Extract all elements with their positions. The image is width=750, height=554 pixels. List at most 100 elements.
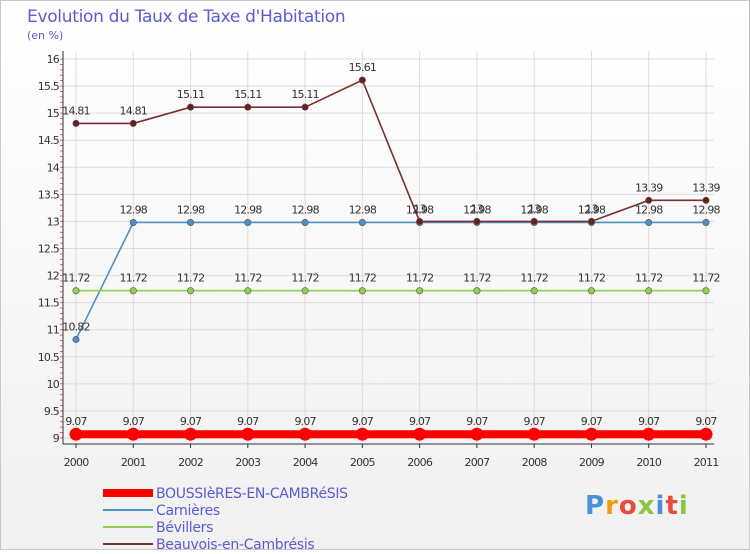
x-tick-label: 2004 [293,456,319,469]
data-label-carni-res: 12.98 [463,204,491,217]
data-point-beauvois-en-cambr-sis [416,217,424,225]
logo-letter: o [618,491,638,521]
data-label-beauvois-en-cambr-sis: 15.11 [291,88,319,101]
data-point-beauvois-en-cambr-sis [473,217,481,225]
data-label-beauvois-en-cambr-sis: 13 [528,202,541,215]
data-label-boussi-res-en-cambr-sis: 9.07 [237,415,259,428]
data-label-beauvois-en-cambr-sis: 13 [471,202,484,215]
x-tick-label: 2008 [522,456,548,469]
data-label-beauvois-en-cambr-sis: 13.39 [692,181,720,194]
x-tick-label: 2010 [636,456,662,469]
data-label-boussi-res-en-cambr-sis: 9.07 [524,415,546,428]
data-point-beauvois-en-cambr-sis [530,217,538,225]
data-point-b-villers [72,287,80,295]
data-label-b-villers: 11.72 [349,272,377,285]
data-point-carni-res [358,219,366,227]
data-point-beauvois-en-cambr-sis [187,103,195,111]
series-line-beauvois-en-cambr-sis [76,79,706,223]
data-point-b-villers [702,287,710,295]
data-point-boussi-res-en-cambr-sis [527,427,541,441]
data-point-carni-res [72,335,80,343]
data-point-beauvois-en-cambr-sis [358,76,366,84]
grid [63,51,714,444]
data-point-beauvois-en-cambr-sis [301,103,309,111]
data-label-b-villers: 11.72 [463,272,491,285]
data-point-carni-res [187,219,195,227]
data-point-boussi-res-en-cambr-sis [584,427,598,441]
data-label-beauvois-en-cambr-sis: 14.81 [120,104,148,117]
data-point-b-villers [473,287,481,295]
data-label-b-villers: 11.72 [635,272,663,285]
series-line-carni-res [75,221,706,340]
data-point-beauvois-en-cambr-sis [72,119,80,127]
y-tick-label: 16 [47,53,60,66]
data-point-boussi-res-en-cambr-sis [470,427,484,441]
legend-swatch [103,489,153,497]
y-tick-label: 10 [47,378,60,391]
legend-label: Carnières [156,503,220,519]
data-point-b-villers [129,287,137,295]
x-tick-label: 2000 [64,456,90,469]
logo-letter: t [665,491,679,521]
y-tick-label: 14 [47,161,60,174]
x-tick-label: 2009 [579,456,605,469]
data-point-beauvois-en-cambr-sis [702,196,710,204]
logo-letter: i [678,491,689,521]
data-point-carni-res [244,219,252,227]
data-labels: 10.82 12.98 12.98 12.98 12.98 12.98 12.98 12.98… [62,61,721,428]
data-label-boussi-res-en-cambr-sis: 9.07 [294,415,316,428]
data-label-carni-res: 12.98 [349,204,377,217]
data-label-carni-res: 12.98 [520,204,548,217]
y-tick-label: 13 [47,215,60,228]
data-label-b-villers: 11.72 [692,272,720,285]
data-label-carni-res: 10.82 [62,320,90,333]
logo-letter: i [655,491,666,521]
data-point-beauvois-en-cambr-sis [587,217,595,225]
legend-swatch [103,509,153,511]
data-point-boussi-res-en-cambr-sis [126,427,140,441]
data-point-carni-res [702,219,710,227]
legend-swatch [103,526,153,528]
data-label-carni-res: 12.98 [692,204,720,217]
data-label-boussi-res-en-cambr-sis: 9.07 [352,415,374,428]
chart-subtitle: (en %) [27,29,64,42]
data-label-carni-res: 12.98 [177,204,205,217]
data-label-carni-res: 12.98 [234,204,262,217]
data-point-b-villers [530,287,538,295]
data-label-beauvois-en-cambr-sis: 15.61 [349,61,377,74]
data-point-b-villers [301,287,309,295]
data-label-b-villers: 11.72 [406,272,434,285]
data-point-b-villers [416,287,424,295]
data-label-b-villers: 11.72 [578,272,606,285]
data-label-boussi-res-en-cambr-sis: 9.07 [466,415,488,428]
legend-swatch [103,543,153,545]
data-label-carni-res: 12.98 [120,204,148,217]
data-label-boussi-res-en-cambr-sis: 9.07 [581,415,603,428]
data-point-boussi-res-en-cambr-sis [241,427,255,441]
data-label-b-villers: 11.72 [120,272,148,285]
x-tick-label: 2001 [121,456,146,469]
data-label-boussi-res-en-cambr-sis: 9.07 [638,415,660,428]
data-point-carni-res [301,219,309,227]
y-tick-label: 9.5 [44,405,60,418]
data-label-b-villers: 11.72 [234,272,262,285]
y-tick-label: 9 [53,432,60,445]
x-tick-label: 2002 [178,456,203,469]
data-label-b-villers: 11.72 [62,272,90,285]
data-label-carni-res: 12.98 [406,204,434,217]
chart-title: Evolution du Taux de Taxe d'Habitation [27,7,346,27]
axes: 9 9.5 10 10.5 11 11.5 12 12.5 13 13.5 14 14.5 15 15.5… [38,51,719,469]
data-point-beauvois-en-cambr-sis [129,119,137,127]
data-point-beauvois-en-cambr-sis [244,103,252,111]
data-point-b-villers [187,287,195,295]
data-label-beauvois-en-cambr-sis: 13 [413,202,426,215]
data-point-boussi-res-en-cambr-sis [69,427,83,441]
y-tick-label: 11 [47,324,59,337]
y-tick-label: 15.5 [38,80,60,93]
data-point-b-villers [358,287,366,295]
data-point-boussi-res-en-cambr-sis [699,427,713,441]
x-tick-label: 2011 [694,456,719,469]
logo-letter: r [605,491,619,521]
x-tick-label: 2003 [235,456,261,469]
